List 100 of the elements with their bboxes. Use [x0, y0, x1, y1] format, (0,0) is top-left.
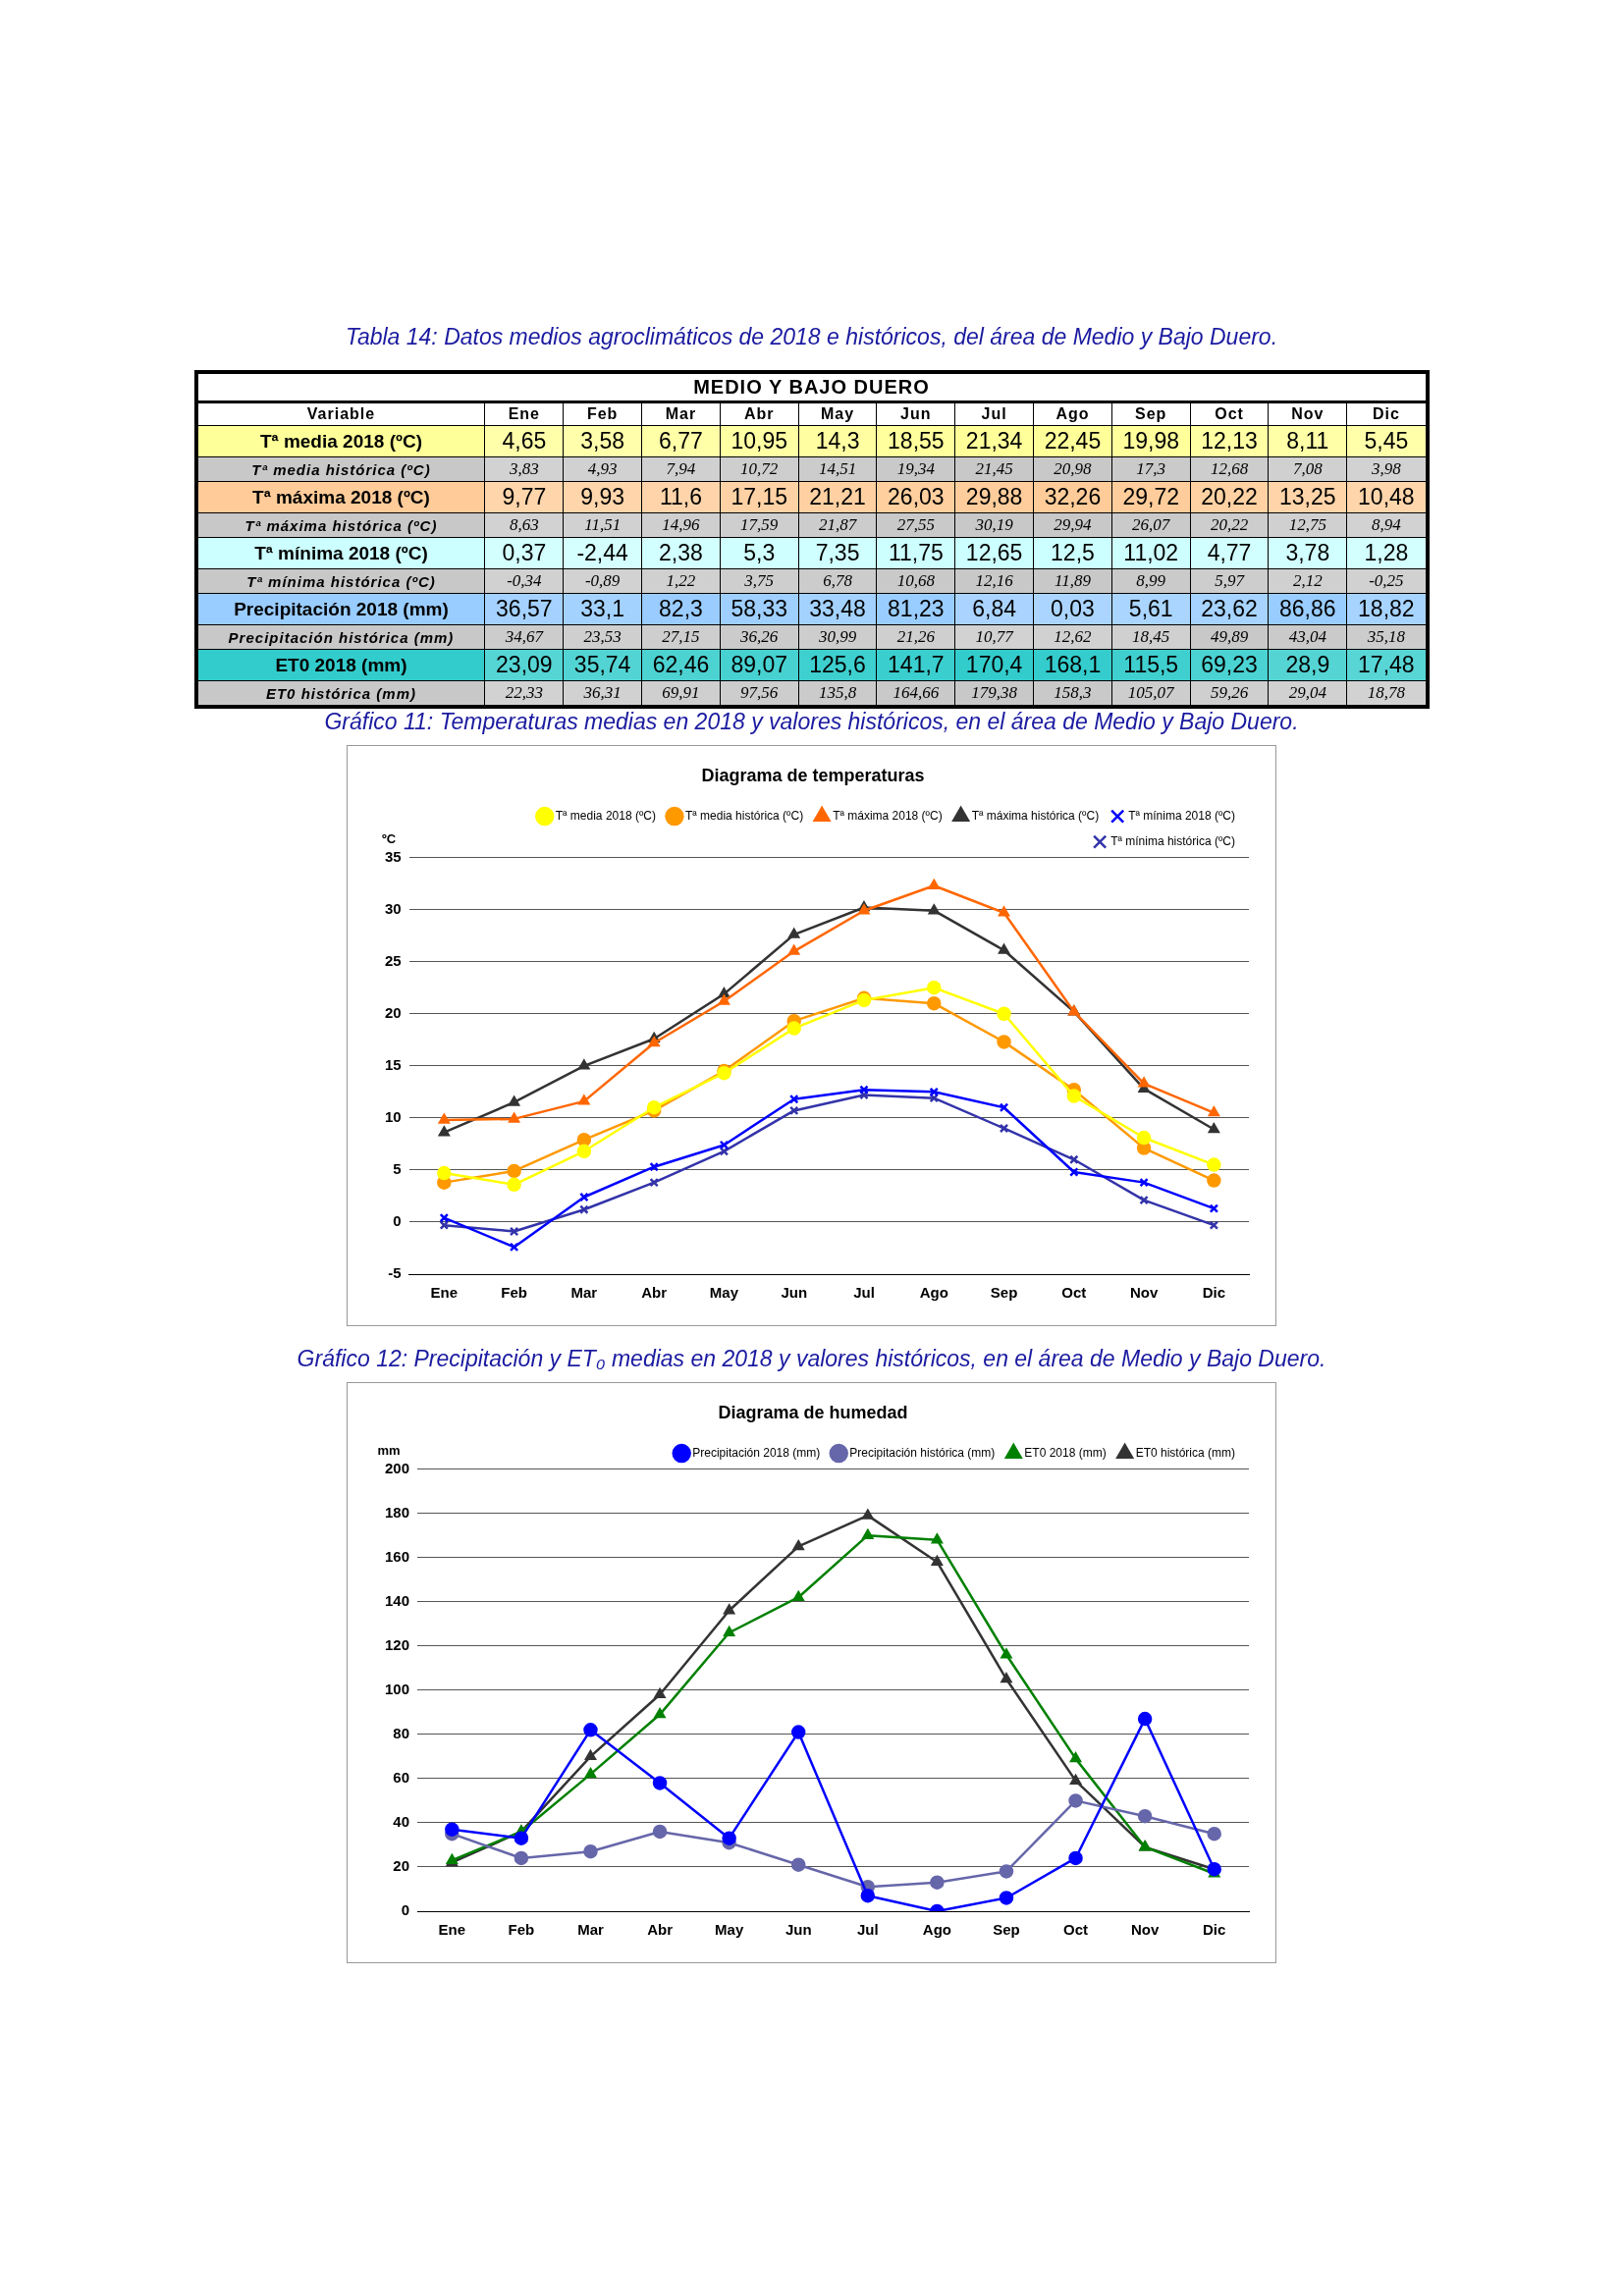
x-tick-label: Jul	[853, 1284, 875, 1302]
data-label: 29,72	[1111, 481, 1191, 513]
x-tick-label: Dic	[1203, 1921, 1226, 1939]
x-tick-label: Nov	[1130, 1921, 1160, 1939]
data-label: 19,98	[1111, 425, 1191, 457]
data-label: 17,59	[720, 512, 799, 538]
data-label: 1,28	[1346, 537, 1428, 569]
data-label: 20,22	[1190, 481, 1269, 513]
text: Variable	[195, 401, 485, 426]
data-label: 4,93	[563, 456, 642, 482]
x-tick-label: Dic	[1202, 1284, 1226, 1302]
data-label: 29,94	[1033, 512, 1112, 538]
data-label: 33,1	[563, 593, 642, 625]
data-label: 33,48	[798, 593, 877, 625]
data-label: 141,7	[876, 649, 955, 681]
data-label: 11,89	[1033, 568, 1112, 594]
text: Gráfico 11: Temperaturas medias en 2018 y valores históricos, en el área de Medio y Bajo Duero.	[323, 709, 1300, 735]
data-label: 3,78	[1268, 537, 1347, 569]
x-tick-label: May	[715, 1921, 744, 1939]
data-label: 21,21	[798, 481, 877, 513]
data-label: 11,51	[563, 512, 642, 538]
data-label: 12,13	[1190, 425, 1269, 457]
data-label: 10,72	[720, 456, 799, 482]
legend-label: Tª máxima 2018 (ºC)	[833, 808, 943, 823]
data-label: 6,84	[954, 593, 1034, 625]
x-tick-label: Sep	[1111, 401, 1191, 426]
data-label: 28,9	[1268, 649, 1347, 681]
data-label: 82,3	[641, 593, 721, 625]
data-label: 36,26	[720, 624, 799, 650]
x-tick-label: Ene	[430, 1284, 459, 1302]
data-label: 12,16	[954, 568, 1034, 594]
data-label: 14,96	[641, 512, 721, 538]
data-label: 17,48	[1346, 649, 1428, 681]
y-tick-label: 20	[393, 1857, 410, 1875]
data-label: 9,93	[563, 481, 642, 513]
data-label: -0,25	[1346, 568, 1428, 594]
data-label: 3,98	[1346, 456, 1428, 482]
y-axis-title: ºC	[381, 831, 397, 847]
chart-title: Diagrama de temperaturas	[701, 765, 925, 785]
data-label: 12,62	[1033, 624, 1112, 650]
data-label: 7,94	[641, 456, 721, 482]
data-label: 9,77	[484, 481, 564, 513]
data-label: 10,77	[954, 624, 1034, 650]
y-tick-label: 0	[401, 1901, 410, 1919]
data-label: 4,77	[1190, 537, 1269, 569]
data-label: 115,5	[1111, 649, 1191, 681]
data-label: 7,08	[1268, 456, 1347, 482]
x-tick-label: Jul	[954, 401, 1034, 426]
x-tick-label: Mar	[641, 401, 721, 426]
y-tick-label: Tª media histórica (ºC)	[195, 456, 485, 482]
x-tick-label: Ago	[1033, 401, 1112, 426]
y-tick-label: Tª media 2018 (ºC)	[195, 425, 485, 457]
data-label: 22,33	[484, 680, 564, 707]
x-tick-label: Abr	[641, 1284, 668, 1302]
data-label: 35,74	[563, 649, 642, 681]
data-label: 1,22	[641, 568, 721, 594]
x-tick-label: May	[709, 1284, 739, 1302]
y-tick-label: 80	[393, 1724, 410, 1741]
y-tick-label: 180	[385, 1503, 410, 1521]
data-label: 3,83	[484, 456, 564, 482]
x-tick-label: Dic	[1346, 401, 1428, 426]
data-label: 30,19	[954, 512, 1034, 538]
data-label: 43,04	[1268, 624, 1347, 650]
data-label: 18,55	[876, 425, 955, 457]
y-tick-label: Precipitación histórica (mm)	[195, 624, 485, 650]
x-tick-label: Sep	[993, 1921, 1020, 1939]
data-label: 21,87	[798, 512, 877, 538]
data-label: 20,22	[1190, 512, 1269, 538]
x-tick-label: Feb	[508, 1921, 535, 1939]
y-tick-label: 40	[393, 1813, 410, 1831]
legend-label: Tª media 2018 (ºC)	[555, 808, 656, 823]
y-tick-label: 0	[393, 1212, 402, 1230]
text: Tabla 14: Datos medios agroclimáticos de 2018 e históricos, del área de Medio y Bajo Duero.	[344, 324, 1279, 350]
data-label: 23,53	[563, 624, 642, 650]
y-tick-label: 120	[385, 1635, 410, 1653]
data-label: 8,63	[484, 512, 564, 538]
chart-title: Diagrama de humedad	[718, 1402, 908, 1422]
data-label: 4,65	[484, 425, 564, 457]
data-label: 21,34	[954, 425, 1034, 457]
data-label: 5,3	[720, 537, 799, 569]
data-label: 8,99	[1111, 568, 1191, 594]
data-label: 20,98	[1033, 456, 1112, 482]
data-label: 5,61	[1111, 593, 1191, 625]
data-label: 158,3	[1033, 680, 1112, 707]
data-label: 30,99	[798, 624, 877, 650]
y-tick-label: 200	[385, 1459, 410, 1476]
x-tick-label: Feb	[563, 401, 642, 426]
data-label: 0,03	[1033, 593, 1112, 625]
y-tick-label: 100	[385, 1680, 410, 1697]
data-label: 10,68	[876, 568, 955, 594]
x-tick-label: Ago	[922, 1921, 951, 1939]
x-tick-label: Nov	[1129, 1284, 1159, 1302]
legend-label: ET0 2018 (mm)	[1024, 1445, 1107, 1460]
data-label: 36,31	[563, 680, 642, 707]
data-label: 19,34	[876, 456, 955, 482]
data-label: 168,1	[1033, 649, 1112, 681]
x-tick-label: Sep	[990, 1284, 1018, 1302]
data-label: 10,48	[1346, 481, 1428, 513]
data-label: -0,89	[563, 568, 642, 594]
data-label: 3,58	[563, 425, 642, 457]
